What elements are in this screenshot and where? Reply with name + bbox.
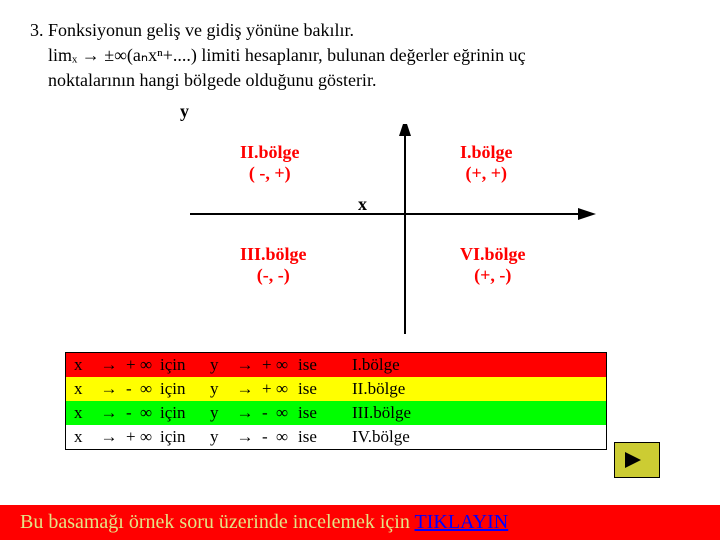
limit-line: limₓ → ±∞(aₙxⁿ+....) limiti hesaplanır, … [48, 45, 700, 66]
quadrant-diagram: II.bölge( -, +) I.bölge(+, +) III.bölge(… [30, 124, 700, 344]
play-button[interactable] [614, 442, 660, 478]
case-row: x→-∞içiny→-∞iseIII.bölge [66, 401, 606, 425]
cases-table: x→+∞içiny→+∞iseI.bölgex→-∞içiny→+∞iseII.… [65, 352, 607, 450]
quadrant-3-label: III.bölge(-, -) [240, 244, 307, 286]
quadrant-2-label: II.bölge( -, +) [240, 142, 300, 184]
footer-link[interactable]: TIKLAYIN [415, 511, 509, 533]
sub-line: noktalarının hangi bölgede olduğunu göst… [48, 70, 700, 91]
quadrant-4-label: VI.bölge(+, -) [460, 244, 526, 286]
quadrant-1-label: I.bölge(+, +) [460, 142, 513, 184]
axes-svg [30, 124, 630, 344]
footer-text: Bu basamağı örnek soru üzerinde inceleme… [20, 511, 415, 533]
heading-text: 3. Fonksiyonun geliş ve gidiş yönüne bak… [30, 20, 700, 41]
case-row: x→+∞içiny→+∞iseI.bölge [66, 353, 606, 377]
case-row: x→-∞içiny→+∞iseII.bölge [66, 377, 606, 401]
case-row: x→+∞içiny→-∞iseIV.bölge [66, 425, 606, 449]
y-axis-label: y [180, 101, 700, 122]
footer-bar: Bu basamağı örnek soru üzerinde inceleme… [0, 505, 720, 540]
x-axis-label: x [358, 194, 367, 215]
